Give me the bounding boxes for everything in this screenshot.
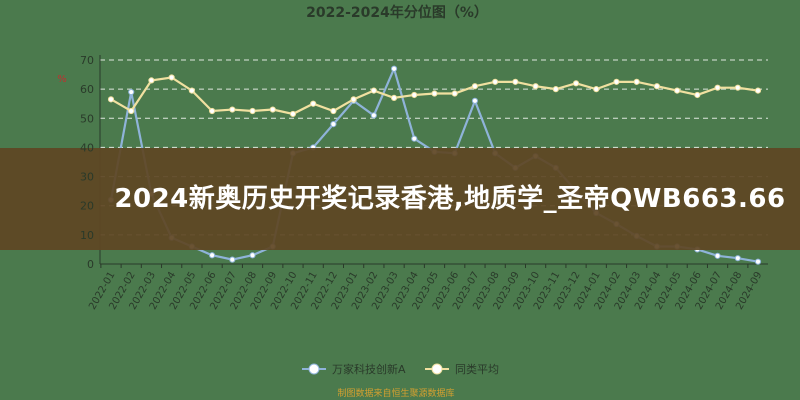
data-point (411, 135, 418, 142)
data-point (188, 87, 195, 94)
data-point (532, 83, 539, 90)
data-point (350, 96, 357, 103)
legend-label: 同类平均 (455, 362, 499, 376)
legend-marker (431, 363, 443, 375)
data-point (492, 78, 499, 85)
data-point (451, 90, 458, 97)
chart-title: 2022-2024年分位图（%） (306, 4, 488, 21)
data-point (653, 83, 661, 90)
data-point (370, 112, 377, 119)
data-point (330, 107, 337, 115)
data-point (128, 107, 135, 115)
data-point (512, 78, 519, 85)
data-point (471, 97, 479, 104)
legend-label: 万家科技创新A (332, 362, 406, 376)
data-point (633, 78, 640, 85)
data-point (754, 87, 762, 94)
data-point (107, 96, 115, 103)
data-point (310, 100, 317, 107)
data-point (613, 78, 620, 85)
data-point (552, 86, 559, 93)
data-point (390, 65, 398, 72)
data-point (471, 83, 479, 90)
data-point (431, 90, 438, 97)
data-point (229, 256, 236, 263)
data-point (714, 252, 721, 259)
data-point (754, 258, 762, 265)
data-point (411, 91, 418, 99)
banner-text: 2024新奥历史开奖记录香港,地质学_圣帝QWB663.66 (114, 184, 786, 214)
data-point (128, 88, 135, 96)
data-point (734, 255, 741, 262)
data-point (208, 252, 216, 259)
data-point (249, 107, 256, 115)
data-point (289, 110, 297, 118)
data-point (208, 107, 216, 115)
data-point (714, 84, 721, 91)
data-point (269, 106, 276, 113)
source-note: 制图数据来自恒生聚源数据库 (337, 387, 454, 399)
data-point (229, 106, 236, 113)
data-point (249, 252, 256, 259)
data-point (572, 80, 580, 87)
data-point (168, 74, 175, 81)
y-axis-unit: % (57, 74, 67, 85)
data-point (593, 86, 600, 93)
legend-marker (308, 363, 320, 375)
data-point (694, 91, 701, 99)
data-point (148, 77, 155, 84)
data-point (734, 84, 741, 91)
data-point (390, 94, 398, 101)
data-point (330, 121, 337, 128)
overlay-banner: 2024新奥历史开奖记录香港,地质学_圣帝QWB663.66 (0, 148, 800, 250)
data-point (370, 87, 377, 94)
data-point (674, 87, 681, 94)
